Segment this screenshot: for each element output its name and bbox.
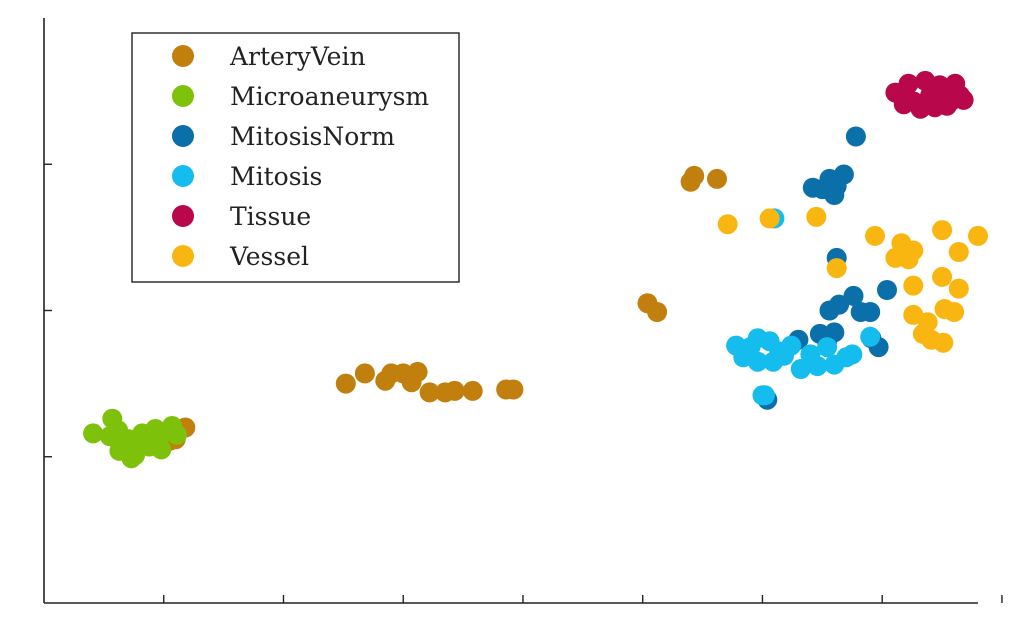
data-point-mitosisnorm xyxy=(845,126,866,147)
data-point-vessel xyxy=(933,332,954,353)
data-point-microaneurysm xyxy=(114,432,135,453)
data-point-arteryvein xyxy=(354,363,375,384)
data-point-arteryvein xyxy=(707,168,727,189)
series-vessel xyxy=(717,206,988,353)
data-point-vessel xyxy=(932,266,953,287)
data-point-mitosisnorm xyxy=(833,164,854,185)
legend-marker-mitosisnorm xyxy=(172,125,194,147)
data-point-mitosisnorm xyxy=(850,302,871,322)
data-point-vessel xyxy=(806,206,827,227)
legend-marker-tissue xyxy=(172,205,194,227)
data-point-tissue xyxy=(890,84,911,105)
legend-label-tissue: Tissue xyxy=(230,202,311,231)
legend-items: ArteryVein Microaneurysm MitosisNorm Mitosi… xyxy=(172,42,429,271)
data-point-vessel xyxy=(759,208,780,229)
data-points xyxy=(83,70,988,469)
legend-label-arteryvein: ArteryVein xyxy=(229,42,366,71)
data-point-mitosisnorm xyxy=(824,185,845,205)
data-point-arteryvein xyxy=(335,373,356,394)
data-point-mitosis xyxy=(763,351,784,372)
series-mitosis xyxy=(726,208,881,406)
data-point-microaneurysm xyxy=(83,423,104,444)
data-point-vessel xyxy=(968,225,988,246)
data-point-vessel xyxy=(912,323,933,344)
data-point-arteryvein xyxy=(375,370,396,391)
legend-label-mitosisnorm: MitosisNorm xyxy=(230,122,395,151)
data-point-tissue xyxy=(924,97,945,118)
data-point-mitosisnorm xyxy=(877,280,897,300)
data-point-microaneurysm xyxy=(125,445,145,466)
data-point-arteryvein xyxy=(647,302,668,322)
data-point-tissue xyxy=(929,75,950,96)
data-point-vessel xyxy=(932,220,953,241)
data-point-vessel xyxy=(903,304,924,325)
data-point-vessel xyxy=(717,214,738,235)
legend-label-vessel: Vessel xyxy=(229,242,309,271)
legend-marker-arteryvein xyxy=(172,45,194,67)
data-point-mitosisnorm xyxy=(843,285,864,306)
data-point-microaneurysm xyxy=(151,439,172,460)
data-point-arteryvein xyxy=(462,380,483,401)
x-ticks xyxy=(163,595,1003,603)
data-point-tissue xyxy=(910,98,931,119)
data-point-microaneurysm xyxy=(137,427,157,448)
data-point-mitosis xyxy=(860,326,881,347)
series-tissue xyxy=(885,70,974,119)
data-point-arteryvein xyxy=(503,379,524,400)
data-point-tissue xyxy=(950,85,970,106)
data-point-mitosisnorm xyxy=(829,294,850,315)
series-mitosisnorm xyxy=(757,126,897,410)
legend-label-mitosis: Mitosis xyxy=(230,162,322,191)
data-point-mitosis xyxy=(754,385,775,406)
data-point-mitosis xyxy=(807,356,828,377)
data-point-vessel xyxy=(944,302,965,322)
legend-box xyxy=(131,32,460,283)
y-ticks xyxy=(44,163,52,458)
data-point-vessel xyxy=(948,242,969,262)
data-point-arteryvein xyxy=(444,380,465,401)
legend-marker-mitosis xyxy=(172,165,194,187)
data-point-vessel xyxy=(826,258,847,279)
data-point-arteryvein xyxy=(684,165,705,186)
legend: ArteryVein Microaneurysm MitosisNorm Mitosi… xyxy=(131,32,460,283)
data-point-mitosis xyxy=(842,344,863,365)
data-point-vessel xyxy=(903,275,924,296)
data-point-vessel xyxy=(903,240,924,261)
data-point-mitosis xyxy=(790,359,811,379)
data-point-arteryvein xyxy=(401,372,422,393)
data-point-microaneurysm xyxy=(166,424,187,445)
data-point-mitosis xyxy=(747,351,768,372)
series-microaneurysm xyxy=(83,408,187,469)
legend-marker-vessel xyxy=(172,245,194,267)
data-point-mitosis xyxy=(817,337,838,358)
legend-marker-microaneurysm xyxy=(172,85,194,107)
data-point-vessel xyxy=(865,225,885,246)
data-point-arteryvein xyxy=(419,382,440,403)
legend-label-microaneurysm: Microaneurysm xyxy=(230,82,429,111)
data-point-vessel xyxy=(948,278,969,299)
